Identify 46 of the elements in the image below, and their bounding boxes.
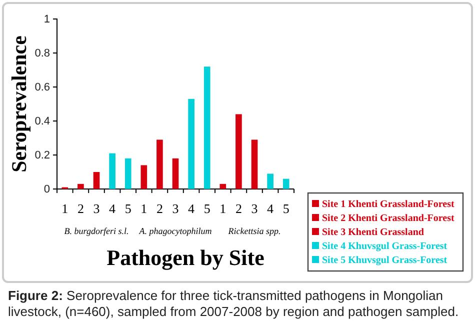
bar: [204, 66, 210, 189]
bar: [156, 140, 163, 189]
x-tick-label: 2: [156, 201, 163, 216]
x-tick-label: 4: [267, 201, 274, 216]
x-tick-label: 4: [188, 201, 196, 216]
caption: Figure 2: Seroprevalence for three tick-transmitted pathogens in Mongolian livestock, (n=460), sampled from 2007-2008 by region and pathogen sampled.: [8, 288, 459, 319]
text: Rickettsia spp.: [227, 226, 281, 236]
legend-label: Site 5 Khuvsgul Grass-Forest: [322, 255, 448, 266]
text: B. burgdorferi s.l.: [64, 226, 129, 236]
bar: [236, 114, 242, 189]
legend-label: Site 1 Khenti Grassland-Forest: [322, 199, 455, 210]
y-axis-title: Seroprevalence: [7, 36, 31, 172]
bar: [267, 174, 274, 189]
x-tick-label: 3: [251, 201, 258, 216]
bar: [220, 184, 226, 189]
bar: [78, 184, 84, 189]
y-tick-label: 0.6: [34, 82, 50, 94]
bar: [282, 178, 290, 189]
y-tick-label: 1: [44, 14, 50, 26]
x-tick-label: 4: [109, 201, 116, 216]
x-tick-label: 1: [220, 201, 226, 216]
x-tick-label: 2: [235, 201, 242, 216]
x-tick-label: 5: [124, 201, 132, 216]
bar: [172, 158, 179, 189]
x-tick-label: 2: [77, 201, 84, 216]
x-tick-label: 5: [204, 201, 210, 216]
legend-label: Site 2 Khenti Grassland-Forest: [322, 213, 455, 224]
legend-label: Site 3 Khenti Grassland: [322, 227, 424, 238]
x-tick-label: 1: [140, 201, 148, 216]
x-tick-label: 5: [282, 201, 290, 216]
x-tick-label: 1: [62, 201, 68, 216]
y-tick-label: 0: [44, 184, 50, 196]
bar: [140, 165, 148, 189]
bar: [124, 158, 132, 189]
y-tick-label: 0.8: [34, 48, 50, 60]
x-tick-label: 3: [172, 201, 179, 216]
bar: [188, 98, 194, 189]
x-axis-title: Pathogen by Site: [106, 245, 265, 270]
y-tick-label: 0.2: [34, 150, 50, 162]
bar: [109, 153, 116, 189]
text: A. phagocytophilum: [138, 226, 212, 236]
legend-label: Site 4 Khuvsgul Grass-Forest: [322, 241, 448, 252]
bar: [93, 172, 100, 189]
y-tick-label: 0.4: [34, 116, 50, 128]
bar: [251, 140, 258, 189]
x-tick-label: 3: [93, 201, 100, 216]
